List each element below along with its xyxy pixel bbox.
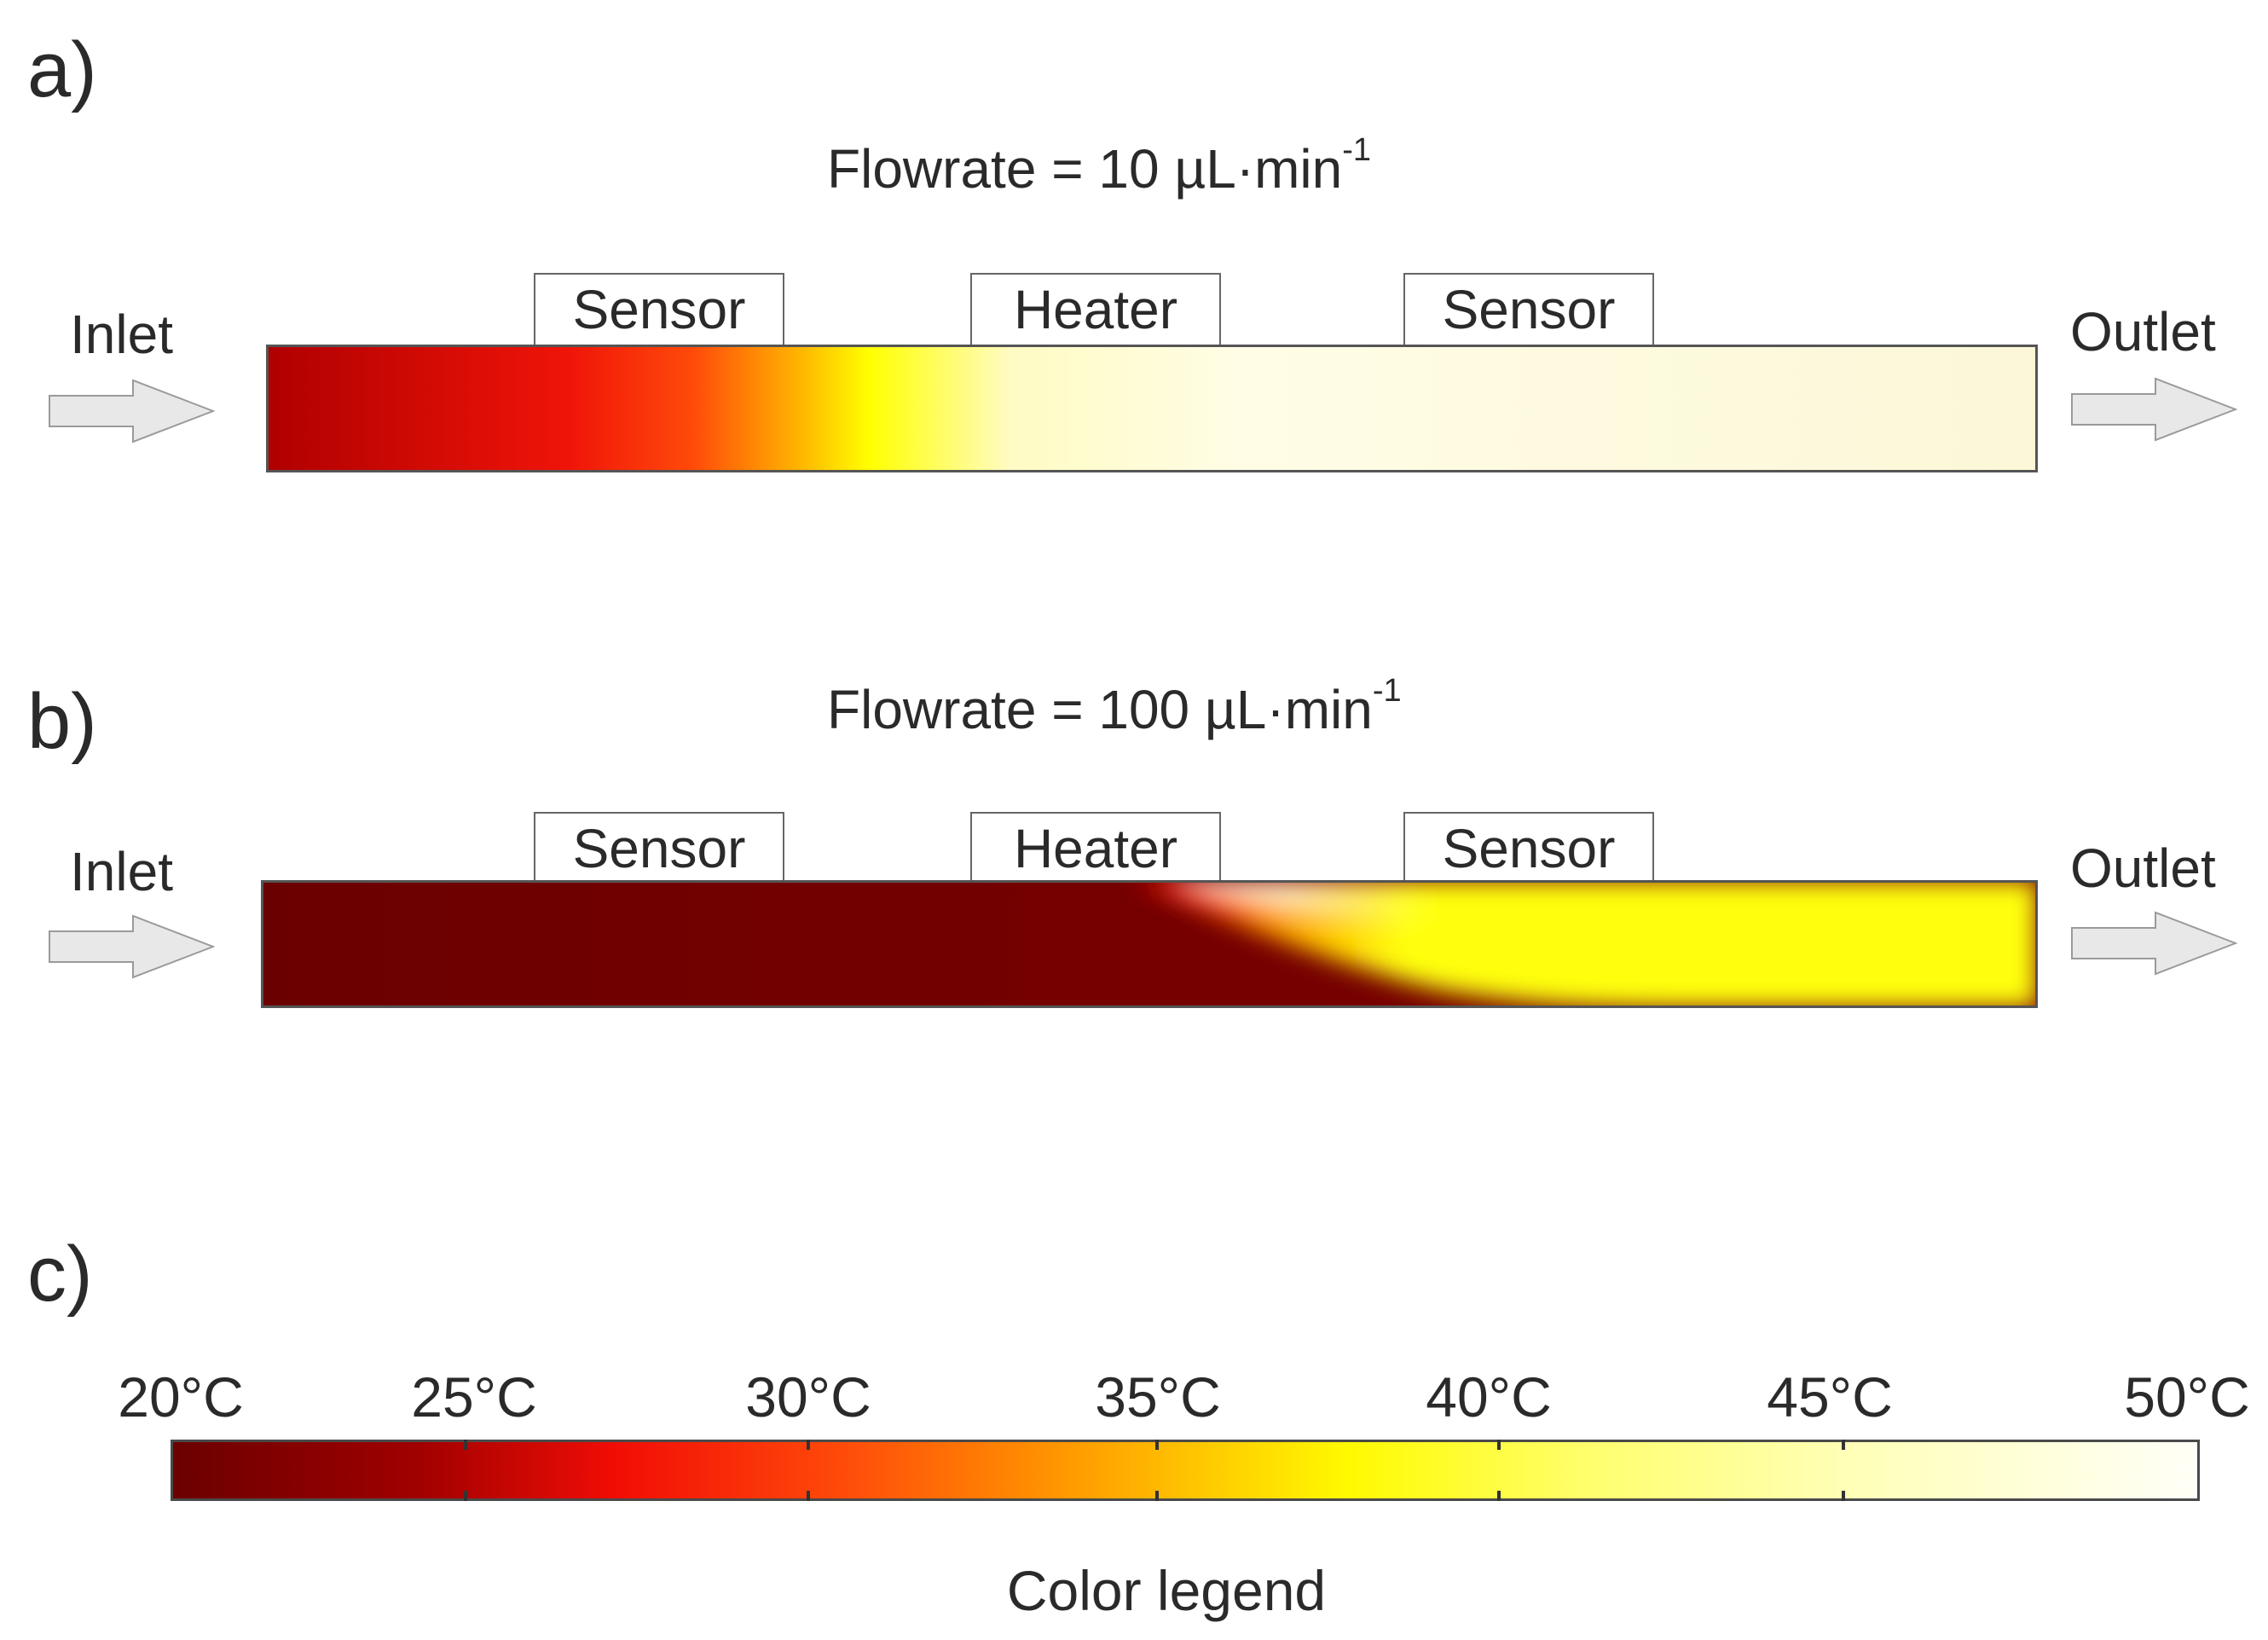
panel-a-inlet-label: Inlet (70, 304, 173, 365)
panel-b-flowrate-title: Flowrate = 100 µL·min-1 (827, 675, 1402, 740)
legend-tick-label-50: 50°C (2124, 1365, 2250, 1428)
panel-a-flowrate-title: Flowrate = 10 µL·min-1 (827, 134, 1371, 196)
panel-a-outlet-arrow-icon (2071, 377, 2237, 442)
panel-b-inlet-label: Inlet (70, 841, 173, 902)
panel-b-sensor-box-downstream: Sensor (1403, 812, 1654, 885)
legend-tick-label-40: 40°C (1426, 1365, 1552, 1428)
legend-tick-label-25: 25°C (411, 1365, 537, 1428)
panel-b-outlet-arrow-icon (2071, 911, 2237, 976)
panel-c-letter: c) (27, 1231, 93, 1318)
panel-b-sensor-box-upstream: Sensor (534, 812, 784, 885)
panel-b-inlet-arrow-icon (49, 914, 215, 979)
panel-a-channel-heatmap (266, 345, 2038, 472)
panel-b-channel-heatmap (261, 880, 2038, 1008)
legend-tick-label-35: 35°C (1095, 1365, 1221, 1428)
panel-a-flowrate-exponent: -1 (1342, 131, 1372, 168)
panel-b-flowrate-exponent: -1 (1372, 672, 1402, 709)
legend-title: Color legend (1006, 1559, 1327, 1622)
legend-tick-label-30: 30°C (745, 1365, 871, 1428)
legend-tick-label-45: 45°C (1767, 1365, 1893, 1428)
legend-colorbar (171, 1440, 2200, 1501)
panel-a-letter: a) (27, 26, 97, 113)
panel-a-heater-box: Heater (970, 273, 1221, 346)
panel-b-flowrate-text: Flowrate = 100 µL·min (827, 679, 1373, 740)
panel-b-outlet-label: Outlet (2070, 837, 2216, 899)
panel-a-inlet-arrow-icon (49, 379, 215, 443)
panel-b-letter: b) (27, 678, 97, 765)
panel-a-flowrate-text: Flowrate = 10 µL·min (827, 138, 1343, 200)
legend-colorbar-ticks (464, 1440, 1845, 1501)
panel-a-sensor-box-downstream: Sensor (1403, 273, 1654, 346)
legend-tick-label-20: 20°C (118, 1365, 244, 1428)
panel-a-sensor-box-upstream: Sensor (534, 273, 784, 346)
panel-b-heater-box: Heater (970, 812, 1221, 885)
panel-a-outlet-label: Outlet (2070, 301, 2216, 362)
